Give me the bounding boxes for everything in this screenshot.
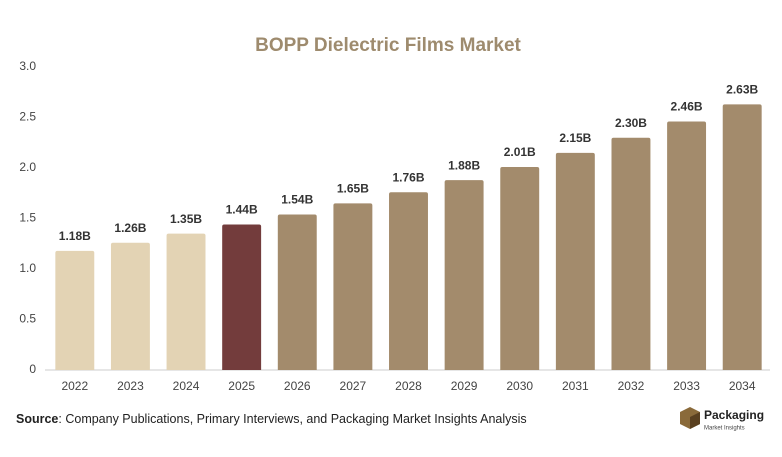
value-label: 1.88B <box>448 158 480 172</box>
x-tick-label: 2033 <box>673 379 700 393</box>
bar <box>555 152 595 370</box>
source-text: : Company Publications, Primary Intervie… <box>58 412 526 426</box>
y-tick-label: 1.0 <box>19 261 36 275</box>
value-label: 1.26B <box>114 221 146 235</box>
value-label: 2.01B <box>504 145 536 159</box>
value-label: 2.46B <box>671 100 703 114</box>
bar <box>667 121 707 370</box>
value-label: 1.76B <box>392 170 424 184</box>
value-label: 1.35B <box>170 212 202 226</box>
bar <box>389 192 428 370</box>
value-label: 2.15B <box>559 131 591 145</box>
logo-name: Packaging <box>704 408 764 422</box>
x-tick-label: 2029 <box>451 379 478 393</box>
bar <box>722 104 762 371</box>
x-tick-label: 2023 <box>117 379 144 393</box>
y-tick-label: 0.5 <box>19 312 36 326</box>
bar <box>444 180 484 370</box>
bar <box>277 214 317 370</box>
y-tick-label: 2.5 <box>19 110 36 124</box>
logo-icon-side <box>690 412 700 429</box>
bar <box>166 233 206 370</box>
y-tick-label: 0 <box>29 362 36 376</box>
bar <box>222 224 262 370</box>
y-tick-label: 2.0 <box>19 160 36 174</box>
value-label: 2.30B <box>615 116 647 130</box>
chart-title: BOPP Dielectric Films Market <box>255 35 521 56</box>
source: Source: Company Publications, Primary In… <box>16 412 527 426</box>
x-tick-label: 2032 <box>618 379 645 393</box>
bar <box>55 250 95 370</box>
y-tick-label: 1.5 <box>19 211 36 225</box>
bar <box>500 166 540 370</box>
y-tick-label: 3.0 <box>19 59 36 73</box>
bar <box>110 242 150 370</box>
x-tick-label: 2027 <box>340 379 367 393</box>
x-tick-label: 2026 <box>284 379 311 393</box>
x-tick-label: 2025 <box>228 379 255 393</box>
logo: Packaging Market Insights <box>680 407 764 432</box>
x-tick-label: 2024 <box>173 379 200 393</box>
value-label: 1.54B <box>281 193 313 207</box>
bar <box>611 137 651 370</box>
x-tick-label: 2022 <box>61 379 88 393</box>
value-label: 1.18B <box>59 229 91 243</box>
x-tick-label: 2028 <box>395 379 422 393</box>
x-tick-label: 2030 <box>506 379 533 393</box>
value-label: 1.44B <box>226 203 258 217</box>
bar <box>333 203 373 370</box>
logo-tagline: Market Insights <box>704 426 745 432</box>
x-tick-label: 2031 <box>562 379 589 393</box>
value-label: 1.65B <box>337 182 369 196</box>
x-tick-label: 2034 <box>729 379 756 393</box>
source-label: Source <box>16 412 58 426</box>
value-label: 2.63B <box>726 83 758 97</box>
